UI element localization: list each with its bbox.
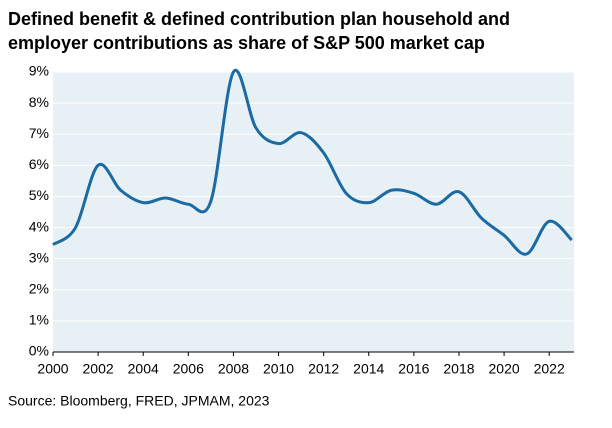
- y-tick-label: 3%: [29, 249, 49, 265]
- x-tick-label: 2018: [443, 361, 474, 377]
- y-tick-label: 7%: [29, 125, 49, 141]
- source: Source: Bloomberg, FRED, JPMAM, 2023: [8, 393, 270, 409]
- line: [52, 68, 573, 256]
- x-tick-label: 2000: [37, 361, 68, 377]
- x-tick-label: 2014: [353, 361, 384, 377]
- x-tick-label: 2012: [308, 361, 339, 377]
- y-tick-label: 0%: [29, 343, 49, 359]
- plot-area: [53, 72, 574, 352]
- y-tick-label: 6%: [29, 156, 49, 172]
- chart-title: employer contributions as share of S&P 5…: [8, 33, 485, 53]
- chart-title: Defined benefit & defined contribution p…: [8, 9, 510, 29]
- y-tick-label: 5%: [29, 187, 49, 203]
- x-tick-label: 2022: [534, 361, 565, 377]
- y-tick-label: 1%: [29, 312, 49, 328]
- y-tick-label: 8%: [29, 94, 49, 110]
- x-tick-label: 2006: [173, 361, 204, 377]
- x-tick-label: 2002: [83, 361, 114, 377]
- x-tick-label: 2008: [218, 361, 249, 377]
- x-tick-label: 2004: [128, 361, 159, 377]
- y-tick-label: 2%: [29, 280, 49, 296]
- x-tick-label: 2010: [263, 361, 294, 377]
- y-tick-label: 4%: [29, 218, 49, 234]
- y-tick-label: 9%: [29, 63, 49, 79]
- x-tick-label: 2016: [398, 361, 429, 377]
- x-tick-label: 2020: [489, 361, 520, 377]
